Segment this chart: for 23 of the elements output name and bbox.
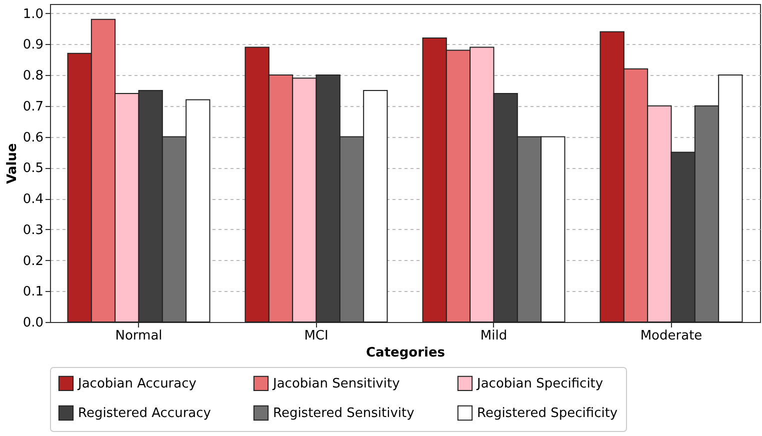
legend-label: Jacobian Accuracy <box>77 376 197 392</box>
legend-label: Registered Sensitivity <box>273 406 415 421</box>
y-tick-label: 0.6 <box>22 130 44 146</box>
y-tick-label: 0.7 <box>22 99 44 114</box>
y-tick-label: 1.0 <box>22 6 44 22</box>
x-axis-title: Categories <box>366 346 446 360</box>
y-tick-label: 0.0 <box>22 316 44 330</box>
legend-label: Registered Accuracy <box>78 406 212 421</box>
y-tick-label: 0.9 <box>22 38 44 53</box>
x-tick-label: MCI <box>304 328 328 344</box>
x-tick-label: Normal <box>115 328 162 344</box>
x-tick-label: Mild <box>480 328 508 344</box>
legend-label: Jacobian Specificity <box>476 376 604 392</box>
y-tick-label: 0.1 <box>22 284 44 300</box>
y-tick-label: 0.8 <box>22 68 44 84</box>
legend-label: Jacobian Sensitivity <box>272 376 400 392</box>
y-tick-label: 0.3 <box>22 222 44 238</box>
y-axis-title: Value <box>4 142 20 184</box>
x-tick-label: Moderate <box>640 328 702 344</box>
y-tick-label: 0.4 <box>22 192 44 208</box>
y-tick-label: 0.5 <box>22 161 44 176</box>
legend-label: Registered Specificity <box>477 406 618 421</box>
y-tick-label: 0.2 <box>22 254 44 269</box>
